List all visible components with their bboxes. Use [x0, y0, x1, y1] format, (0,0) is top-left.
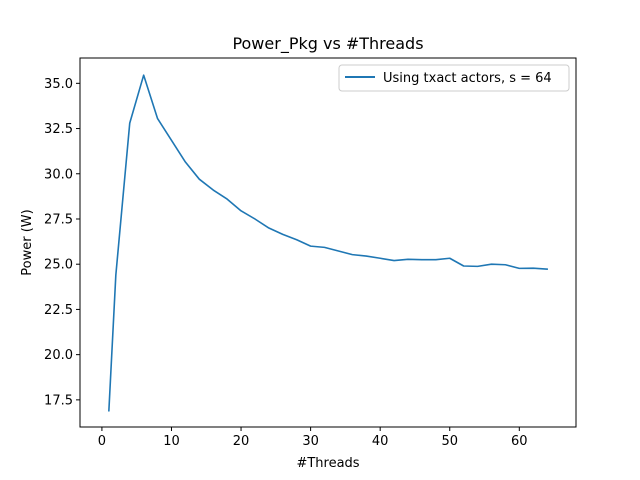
x-axis-label: #Threads — [296, 456, 359, 471]
plot-area — [108, 74, 548, 412]
y-tick-label: 30.0 — [44, 167, 73, 182]
y-tick-label: 35.0 — [44, 77, 73, 92]
x-tick-label: 50 — [441, 434, 458, 449]
y-axis-label: Power (W) — [20, 209, 35, 275]
legend-entry-label: Using txact actors, s = 64 — [383, 71, 552, 86]
x-tick-label: 0 — [98, 434, 106, 449]
series-line — [108, 74, 548, 412]
legend-box — [338, 64, 570, 92]
x-tick-label: 20 — [233, 434, 250, 449]
y-tick-label: 22.5 — [44, 303, 73, 318]
x-tick-label: 60 — [511, 434, 528, 449]
chart-title: Power_Pkg vs #Threads — [232, 34, 423, 54]
x-tick-label: 30 — [302, 434, 319, 449]
plot-frame — [79, 57, 577, 428]
y-tick-label: 17.5 — [44, 393, 73, 408]
y-tick-label: 27.5 — [44, 212, 73, 227]
x-tick-label: 40 — [372, 434, 389, 449]
legend: Using txact actors, s = 64 — [338, 64, 570, 92]
y-tick-label: 25.0 — [44, 258, 73, 273]
y-tick-label: 32.5 — [44, 122, 73, 137]
x-tick-label: 10 — [163, 434, 180, 449]
y-tick-label: 20.0 — [44, 348, 73, 363]
